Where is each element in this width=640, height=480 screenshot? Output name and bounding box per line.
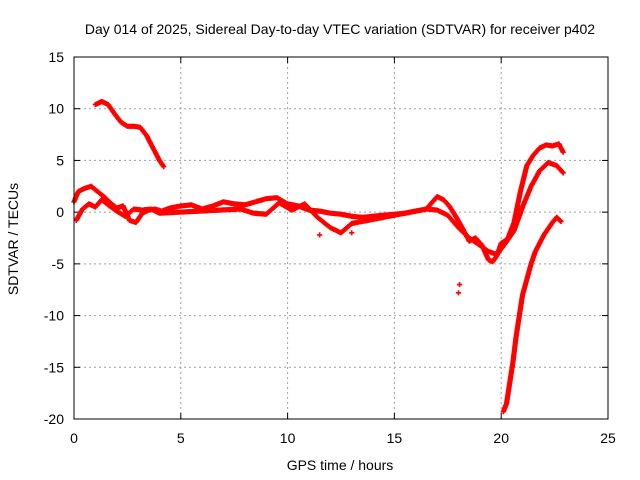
x-axis-label: GPS time / hours xyxy=(287,457,394,473)
x-tick-label: 20 xyxy=(493,430,509,446)
data-point-marker xyxy=(456,281,463,288)
y-tick-label: 10 xyxy=(48,101,64,117)
x-tick-label: 25 xyxy=(600,430,616,446)
plot-frame xyxy=(73,56,609,420)
y-tick-label: 15 xyxy=(48,49,64,65)
data-point-marker xyxy=(558,218,564,225)
x-tick-labels: 0 5 10 15 20 25 xyxy=(70,430,616,446)
series-steep-recovery-track xyxy=(500,214,564,415)
data-point-marker xyxy=(349,230,355,236)
x-tick-label: 10 xyxy=(280,430,296,446)
data-point-marker xyxy=(317,232,323,238)
series-secondary-track xyxy=(73,159,566,258)
y-tick-label: -5 xyxy=(52,256,65,272)
x-tick-label: 15 xyxy=(387,430,403,446)
data-point-marker xyxy=(557,218,563,224)
data-point-marker xyxy=(455,290,462,296)
data-point-marker xyxy=(560,149,566,155)
data-point-marker xyxy=(560,170,566,176)
chart-title: Day 014 of 2025, Sidereal Day-to-day VTE… xyxy=(85,21,595,37)
data-points xyxy=(71,98,566,415)
series-upper-arc xyxy=(92,98,167,170)
y-tick-label: -10 xyxy=(44,308,64,324)
y-tick-label: 0 xyxy=(56,204,64,220)
x-tick-label: 0 xyxy=(70,430,78,446)
y-tick-label: -15 xyxy=(44,359,64,375)
data-point-marker xyxy=(161,164,167,170)
series-isolated-points xyxy=(317,230,463,296)
y-axis-label: SDTVAR / TECUs xyxy=(5,183,21,295)
y-tick-labels: -20 -15 -10 -5 0 5 10 15 xyxy=(44,49,64,427)
y-tick-label: 5 xyxy=(56,152,64,168)
y-tick-label: -20 xyxy=(44,411,64,427)
x-tick-label: 5 xyxy=(177,430,185,446)
